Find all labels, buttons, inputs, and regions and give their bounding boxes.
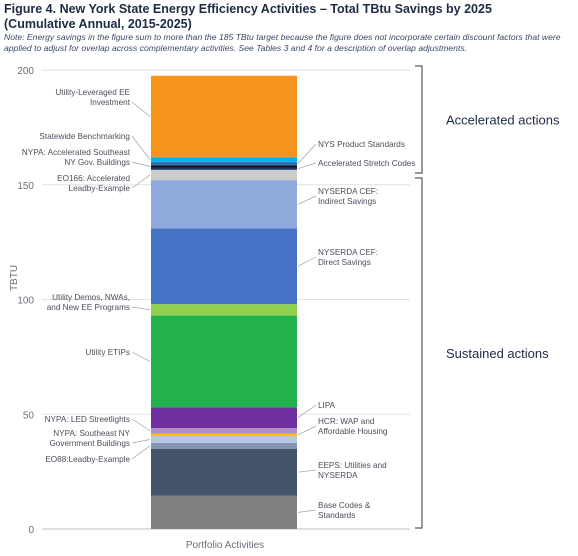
segment-label-utility-demos-nwas-and-new-ee-programs: Utility Demos, NWAs, and New EE Programs xyxy=(47,293,130,312)
segment-label-statewide-benchmarking: Statewide Benchmarking xyxy=(39,132,130,141)
leader-line xyxy=(131,445,151,460)
leader-line xyxy=(131,174,151,189)
segment-label-nyserda-cef-indirect-savings: NYSERDA CEF: Indirect Savings xyxy=(318,187,378,206)
bar-segment-eeps-utilities-and-nyserda xyxy=(151,448,297,496)
leader-line xyxy=(297,425,317,436)
y-tick-label: 100 xyxy=(17,296,34,307)
segment-label-hcr-wap-and-affordable-housing: HCR: WAP and Affordable Housing xyxy=(318,417,388,436)
leader-line xyxy=(131,161,151,167)
group-bracket-sustained-actions xyxy=(415,177,423,529)
y-tick-label: 200 xyxy=(17,66,34,77)
bar-segment-hcr-wap-and-affordable-housing xyxy=(151,433,297,437)
bar-segment-nypa-accelerated-southeast-ny-gov-buildings xyxy=(151,165,297,168)
y-tick-label: 0 xyxy=(28,525,34,536)
x-axis-label: Portfolio Activities xyxy=(186,540,264,551)
segment-label-base-codes-standards: Base Codes & Standards xyxy=(318,501,371,520)
segment-label-nypa-accelerated-southeast-ny-gov-buildings: NYPA: Accelerated Southeast NY Gov. Build… xyxy=(22,148,131,167)
bar-segment-utility-etips xyxy=(151,315,297,408)
chart-note: Note: Energy savings in the figure sum t… xyxy=(4,32,561,53)
leader-line xyxy=(131,306,151,311)
bar-segment-nyserda-cef-indirect-savings xyxy=(151,180,297,229)
group-label-accelerated-actions: Accelerated actions xyxy=(446,113,560,128)
y-tick-label: 50 xyxy=(23,410,35,421)
bar-segment-utility-leveraged-ee-investment xyxy=(151,75,297,158)
leader-line xyxy=(297,195,317,205)
segment-label-eeps-utilities-and-nyserda: EEPS: Utilities and NYSERDA xyxy=(318,461,387,480)
bar-segment-base-codes-standards xyxy=(151,495,297,529)
leader-line xyxy=(297,509,317,513)
group-bracket-accelerated-actions xyxy=(415,65,423,174)
bar-segment-utility-demos-nwas-and-new-ee-programs xyxy=(151,304,297,316)
bar-segment-lipa xyxy=(151,407,297,429)
y-axis-label: TBTU xyxy=(9,265,20,291)
segment-label-nys-product-standards: NYS Product Standards xyxy=(318,140,405,149)
leader-line xyxy=(297,469,317,473)
segment-label-lipa: LIPA xyxy=(318,401,336,410)
y-tick-layer: 0 50 100 150 200 xyxy=(17,66,34,536)
chart-title-block: Figure 4. New York State Energy Efficien… xyxy=(4,2,576,32)
bar-segment-statewide-benchmarking xyxy=(151,157,297,162)
bar-segment-nypa-southeast-ny-government-buildings xyxy=(151,436,297,443)
segment-label-eo88-leadby-example: EO88:Leadby-Example xyxy=(45,455,130,464)
bar-segment-eo166-accelerated-leadby-example xyxy=(151,169,297,181)
segment-label-accelerated-stretch-codes: Accelerated Stretch Codes xyxy=(318,159,415,168)
y-tick-label: 150 xyxy=(17,181,34,192)
segment-label-utility-etips: Utility ETIPs xyxy=(85,348,130,357)
bar-segment-eo88-leadby-example xyxy=(151,442,297,449)
segment-label-layer: Base Codes & Standards EEPS: Utilities and… xyxy=(22,88,416,520)
leader-line xyxy=(297,143,317,164)
bar-segment-accelerated-stretch-codes xyxy=(151,167,297,170)
bar-segment-nypa-led-streetlights xyxy=(151,428,297,434)
segment-label-nypa-southeast-ny-government-buildings: NYPA: Southeast NY Government Buildings xyxy=(49,429,130,448)
leader-line xyxy=(297,404,317,418)
leader-line xyxy=(297,162,317,170)
bar-layer xyxy=(151,75,297,529)
segment-label-eo166-accelerated-leadby-example: EO166: Accelerated Leadby-Example xyxy=(57,174,130,193)
leader-line xyxy=(131,418,151,432)
leader-line xyxy=(131,439,151,444)
chart-title: Figure 4. New York State Energy Efficien… xyxy=(4,2,492,16)
leader-line xyxy=(297,256,317,267)
group-label-sustained-actions: Sustained actions xyxy=(446,346,549,361)
leader-line xyxy=(131,101,151,117)
bar-segment-nyserda-cef-direct-savings xyxy=(151,228,297,305)
segment-label-utility-leveraged-ee-investment: Utility-Leveraged EE Investment xyxy=(55,88,130,107)
segment-label-nyserda-cef-direct-savings: NYSERDA CEF: Direct Savings xyxy=(318,248,378,267)
leader-line xyxy=(131,351,151,362)
segment-label-nypa-led-streetlights: NYPA: LED Streetlights xyxy=(45,415,130,424)
leader-line xyxy=(131,135,151,160)
bar-segment-nys-product-standards xyxy=(151,161,297,166)
group-bracket-layer: Sustained actions Accelerated actions xyxy=(415,65,560,529)
chart-subtitle: (Cumulative Annual, 2015-2025) xyxy=(4,17,192,31)
